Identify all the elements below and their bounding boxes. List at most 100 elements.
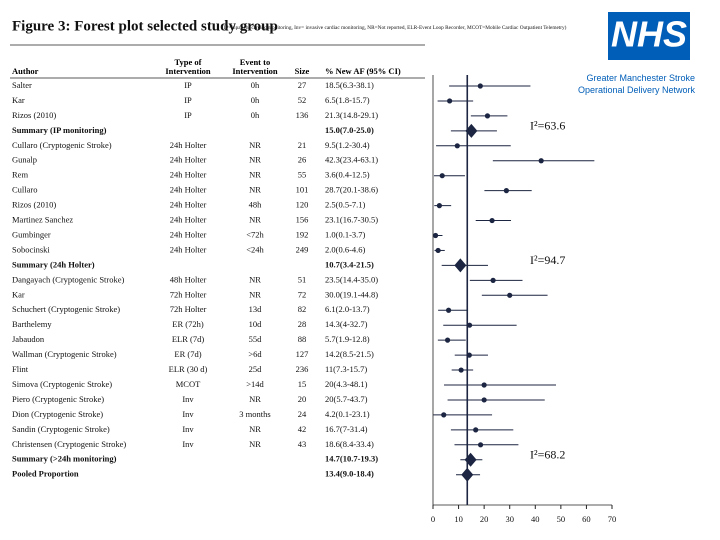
author: Schuchert (Cryptogenic Stroke) (12, 304, 120, 314)
intervention: Inv (182, 409, 194, 419)
size: 156 (296, 215, 309, 225)
point (489, 217, 495, 224)
nhs-logo-text: NHS (611, 14, 687, 55)
size: 82 (298, 304, 307, 314)
event: NR (249, 215, 261, 225)
size: 51 (298, 274, 307, 284)
column-header: Type of Intervention (165, 57, 211, 76)
author: Rizos (2010) (12, 110, 56, 120)
org-box: Greater Manchester Stroke Operational De… (577, 73, 695, 95)
estimate-label: 5.7(1.9-12.8) (325, 334, 370, 344)
intervention: 24h Holter (170, 244, 207, 254)
event: 0h (251, 110, 260, 120)
size: 42 (298, 424, 307, 434)
summary-diamond (465, 123, 478, 138)
x-tick-label: 50 (557, 514, 566, 524)
point (435, 247, 441, 254)
estimate-label: 2.0(0.6-4.6) (325, 244, 366, 254)
intervention: IP (184, 95, 192, 105)
event: NR (249, 155, 261, 165)
intervention: ELR (7d) (172, 334, 205, 344)
column-header-box: Author (12, 67, 38, 76)
author: Dion (Cryptogenic Stroke) (12, 409, 103, 419)
estimate-label: 42.3(23.4-63.1) (325, 155, 378, 165)
estimate-label: 6.1(2.0-13.7) (325, 304, 370, 314)
point (439, 173, 445, 179)
intervention: IP (184, 110, 192, 120)
point (477, 442, 484, 448)
size: 236 (296, 364, 309, 374)
intervention: 24h Holter (170, 229, 207, 239)
point (445, 307, 452, 313)
estimate-label: 18.5(6.3-38.1) (325, 80, 374, 90)
point (441, 412, 447, 418)
event: NR (249, 274, 261, 284)
size: 55 (298, 170, 307, 180)
size: 127 (296, 349, 309, 359)
intervention: ER (72h) (172, 319, 204, 329)
event: NR (249, 140, 261, 150)
event: NR (249, 185, 261, 195)
x-tick-label: 20 (480, 514, 489, 524)
estimate-label: 18.6(8.4-33.4) (325, 439, 374, 449)
size: 26 (298, 155, 307, 165)
author: Wallman (Cryptogenic Stroke) (12, 349, 117, 359)
event: <72h (246, 229, 264, 239)
point (503, 188, 509, 194)
author: Rem (12, 170, 28, 180)
estimate-label: 20(4.3-48.1) (325, 379, 368, 389)
size: 136 (296, 110, 309, 120)
summary-diamond (461, 467, 474, 482)
author: Dangayach (Cryptogenic Stroke) (12, 274, 125, 284)
author: Simova (Cryptogenic Stroke) (12, 379, 112, 389)
estimate-label: 23.1(16.7-30.5) (325, 215, 378, 225)
intervention: ELR (30 d) (169, 364, 208, 374)
point (458, 367, 464, 373)
i2-label: I²=63.6 (530, 119, 565, 133)
author: Kar (12, 95, 25, 105)
size: 28 (298, 319, 307, 329)
event: <24h (246, 244, 264, 254)
author: Piero (Cryptogenic Stroke) (12, 394, 104, 404)
event: 0h (251, 95, 260, 105)
estimate-label: 1.0(0.1-3.7) (325, 229, 366, 239)
size: 88 (298, 334, 307, 344)
event: 10d (249, 319, 263, 329)
size: 192 (296, 229, 309, 239)
size: 249 (296, 244, 309, 254)
org-name: Greater Manchester Stroke Operational De… (577, 73, 695, 95)
event: 48h (249, 200, 263, 210)
nhs-logo (608, 12, 690, 60)
point (538, 158, 544, 164)
size: 52 (298, 95, 307, 105)
summary-diamond (464, 452, 477, 467)
intervention: IP (184, 80, 192, 90)
estimate-label: 10.7(3.4-21.5) (325, 259, 374, 269)
estimate-label: 14.3(4-32.7) (325, 319, 368, 329)
author: Summary (IP monitoring) (12, 125, 107, 135)
forest-plot: Author Type of Intervention Event to Inter… (12, 57, 616, 524)
author: Christensen (Cryptogenic Stroke) (12, 439, 126, 449)
size: 24 (298, 409, 307, 419)
author: Martinez Sanchez (12, 215, 73, 225)
point (481, 397, 487, 403)
point (447, 98, 453, 104)
column-header-box: Type of Intervention (165, 57, 211, 76)
estimate-label: 21.3(14.8-29.1) (325, 110, 378, 120)
point (484, 113, 491, 119)
estimate-label: 2.5(0.5-7.1) (325, 200, 366, 210)
column-header: Event to Intervention (232, 57, 278, 76)
author: Summary (>24h monitoring) (12, 454, 117, 464)
column-header-box: Event to Intervention (232, 57, 278, 76)
column-header-box: Size (295, 67, 310, 76)
intervention: 72h Holter (170, 304, 207, 314)
author: Salter (12, 80, 32, 90)
author: Sandin (Cryptogenic Stroke) (12, 424, 110, 434)
event: NR (249, 289, 261, 299)
estimate-label: 11(7.3-15.7) (325, 364, 367, 374)
i2-label: I²=68.2 (530, 448, 565, 462)
point (454, 143, 460, 149)
size: 27 (298, 80, 307, 90)
intervention: 48h Holter (170, 274, 207, 284)
